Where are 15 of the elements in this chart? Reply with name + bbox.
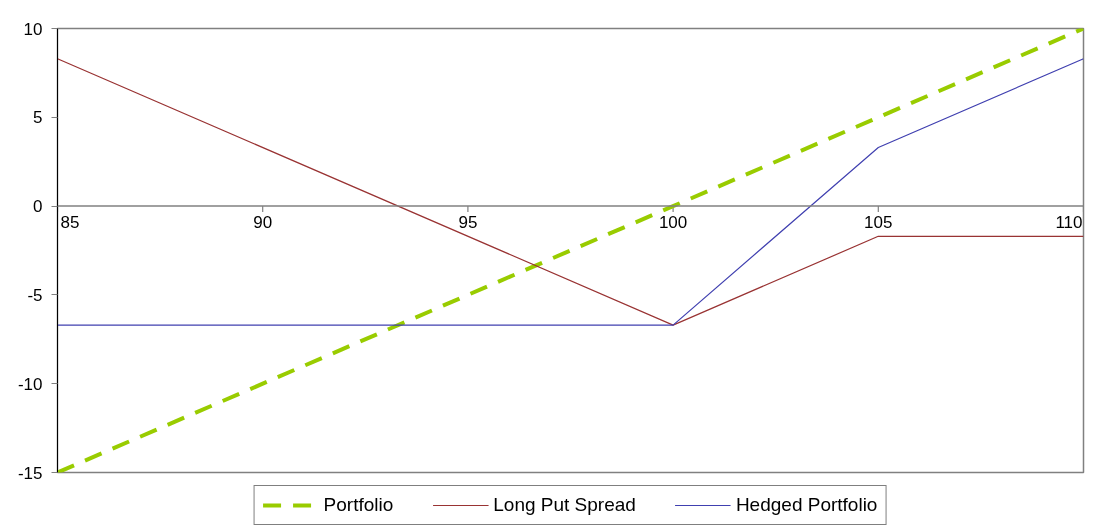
legend-label: Long Put Spread [493,494,636,516]
legend-label: Hedged Portfolio [735,494,878,516]
x-tick-label: 95 [458,213,478,233]
x-tick-label: 105 [864,213,893,233]
y-tick-label: -15 [17,463,43,483]
x-tick-label: 100 [658,213,688,233]
legend-label: Portfolio [323,494,394,516]
y-tick-label: -10 [17,374,43,394]
x-tick-label: 90 [253,213,273,233]
y-tick-label: 0 [33,197,43,217]
x-tick-label: 85 [60,213,80,233]
x-tick-label: 110 [1055,213,1083,233]
y-tick-label: 5 [33,108,43,128]
y-tick-label: -5 [27,285,43,305]
y-tick-label: 10 [23,19,43,39]
